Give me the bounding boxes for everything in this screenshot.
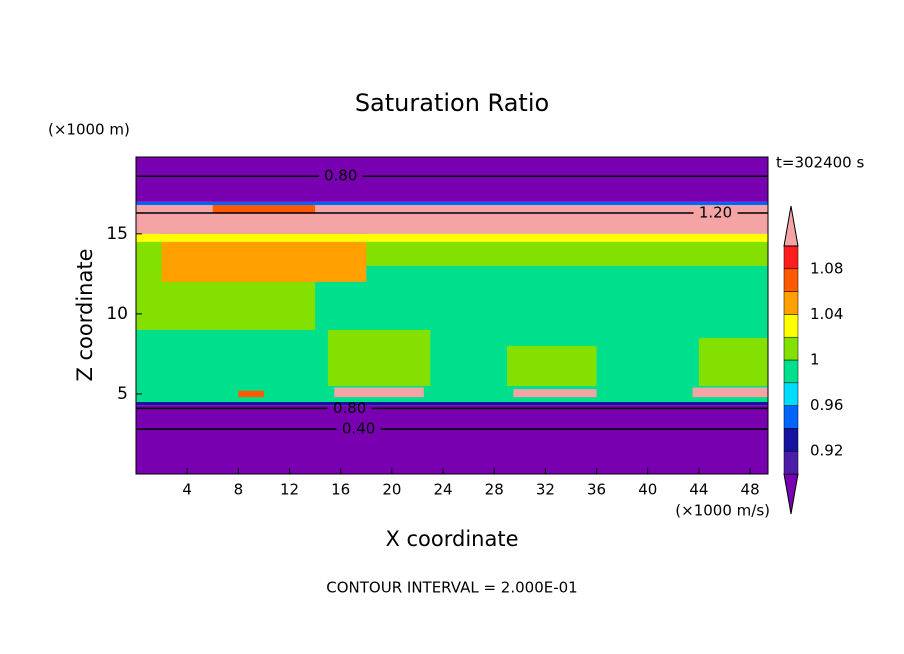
x-tick-label: 44 [689, 481, 708, 499]
region [136, 405, 768, 474]
colorbar-segment [783, 405, 799, 429]
x-tick-label: 20 [382, 481, 401, 499]
contour-label: 0.40 [342, 420, 375, 438]
x-tick-label: 8 [234, 481, 244, 499]
colorbar-segment [783, 359, 799, 384]
colorbar-under [783, 473, 799, 515]
region [136, 233, 768, 242]
colorbar-segment [783, 291, 799, 315]
y-tick-label: 10 [106, 304, 128, 324]
colorbar-segment [783, 314, 799, 338]
x-tick-label: 12 [280, 481, 299, 499]
region [136, 201, 768, 206]
x-tick-label: 4 [182, 481, 192, 499]
colorbar-segment [783, 382, 799, 406]
y-axis-label: Z coordinate [73, 248, 97, 381]
region [513, 389, 597, 398]
region [334, 387, 424, 398]
x-tick-label: 24 [433, 481, 452, 499]
chart-title: Saturation Ratio [355, 89, 549, 117]
colorbar-tick-label: 0.96 [810, 396, 843, 414]
contour-label: 0.80 [333, 399, 366, 417]
colorbar-segment [783, 428, 799, 452]
y-unit: (×1000 m) [48, 121, 130, 139]
x-tick-label: 40 [638, 481, 657, 499]
x-unit: (×1000 m/s) [675, 502, 770, 520]
colorbar-segment [783, 450, 799, 475]
plot-frame [135, 156, 769, 475]
footer: CONTOUR INTERVAL = 2.000E-01 [326, 579, 577, 597]
region [327, 329, 431, 386]
colorbar-tick-label: 1.04 [810, 305, 843, 323]
x-tick-label: 28 [485, 481, 504, 499]
colorbar-tick-label: 1 [810, 351, 820, 369]
region [507, 345, 597, 386]
colorbar-over [783, 205, 799, 247]
x-tick-label: 16 [331, 481, 350, 499]
colorbar-tick-label: 1.08 [810, 259, 843, 277]
y-tick-label: 5 [117, 384, 128, 404]
x-tick-label: 48 [741, 481, 760, 499]
region [692, 387, 768, 398]
region [136, 157, 768, 202]
colorbar-segment [783, 245, 799, 270]
region [238, 390, 264, 398]
colorbar-segment [783, 336, 799, 361]
region [212, 201, 316, 214]
colorbar-segment [783, 268, 799, 292]
colorbar-tick-label: 0.92 [810, 442, 843, 460]
x-tick-label: 32 [536, 481, 555, 499]
region [136, 401, 768, 406]
y-tick-label: 15 [106, 224, 128, 244]
subtitle: t=302400 s [776, 154, 864, 172]
contour-label: 1.20 [699, 204, 732, 222]
contour-label: 0.80 [324, 167, 357, 185]
region [698, 337, 768, 386]
x-tick-label: 36 [587, 481, 606, 499]
x-axis-label: X coordinate [385, 527, 518, 551]
